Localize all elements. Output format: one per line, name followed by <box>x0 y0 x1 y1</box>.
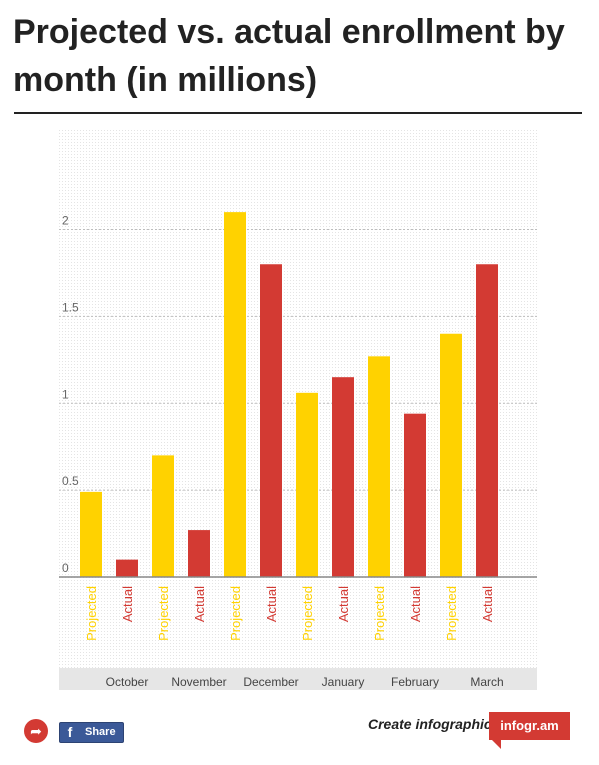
y-axis-ticks: 0 0.5 1 1.5 2 <box>62 214 79 576</box>
create-infographics-link[interactable]: Create infographics <box>368 716 500 732</box>
bar-projected-march <box>440 333 462 577</box>
chart-title: Projected vs. actual enrollment by month… <box>13 13 565 99</box>
bar-actual-january <box>332 377 354 577</box>
bar-label: Actual <box>336 586 351 622</box>
bar-label: Actual <box>408 586 423 622</box>
y-tick-label: 0 <box>62 561 69 575</box>
category-label-band <box>59 668 537 690</box>
share-arrow-icon[interactable]: ➦ <box>24 719 48 743</box>
bar-label: Projected <box>300 586 315 641</box>
bar-label: Actual <box>120 586 135 622</box>
bar-label: Projected <box>228 586 243 641</box>
footer: ➦ f Share Create infographics infogr.am <box>0 700 599 765</box>
infogram-logo[interactable]: infogr.am <box>489 712 570 740</box>
bars <box>80 212 498 577</box>
bar-label: Projected <box>372 586 387 641</box>
y-tick-label: 1.5 <box>62 300 79 314</box>
bar-actual-december <box>260 264 282 577</box>
facebook-icon: f <box>67 724 73 740</box>
x-tick-label: October <box>106 675 149 689</box>
x-tick-label: February <box>391 675 439 689</box>
facebook-share-button[interactable]: f Share <box>59 722 124 743</box>
bar-actual-november <box>188 530 210 577</box>
bar-actual-october <box>116 559 138 577</box>
chart-area: 0 0.5 1 1.5 2 Projected Actual Projected Actual… <box>59 130 537 690</box>
y-tick-label: 0.5 <box>62 474 79 488</box>
bar-projected-october <box>80 491 102 577</box>
bar-label: Actual <box>480 586 495 622</box>
bar-label: Projected <box>156 586 171 641</box>
y-tick-label: 1 <box>62 387 69 401</box>
bar-chart: 0 0.5 1 1.5 2 Projected Actual Projected Actual… <box>59 130 537 690</box>
bar-label: Projected <box>84 586 99 641</box>
bar-projected-january <box>296 392 318 577</box>
bar-projected-february <box>368 356 390 577</box>
infogram-logo-tail <box>492 740 501 749</box>
x-tick-label: December <box>243 675 298 689</box>
x-tick-label: November <box>171 675 226 689</box>
bar-projected-november <box>152 455 174 577</box>
bar-actual-february <box>404 413 426 577</box>
x-tick-label: March <box>470 675 503 689</box>
x-axis-categories: October November December January February Ma… <box>106 675 504 689</box>
title-divider <box>14 112 582 114</box>
x-tick-label: January <box>322 675 365 689</box>
bar-label: Projected <box>444 586 459 641</box>
bar-actual-march <box>476 264 498 577</box>
facebook-share-label: Share <box>85 726 116 738</box>
bar-label: Actual <box>192 586 207 622</box>
bar-projected-december <box>224 212 246 577</box>
bar-labels: Projected Actual Projected Actual Projected A… <box>84 586 495 641</box>
bar-label: Actual <box>264 586 279 622</box>
y-tick-label: 2 <box>62 214 69 228</box>
